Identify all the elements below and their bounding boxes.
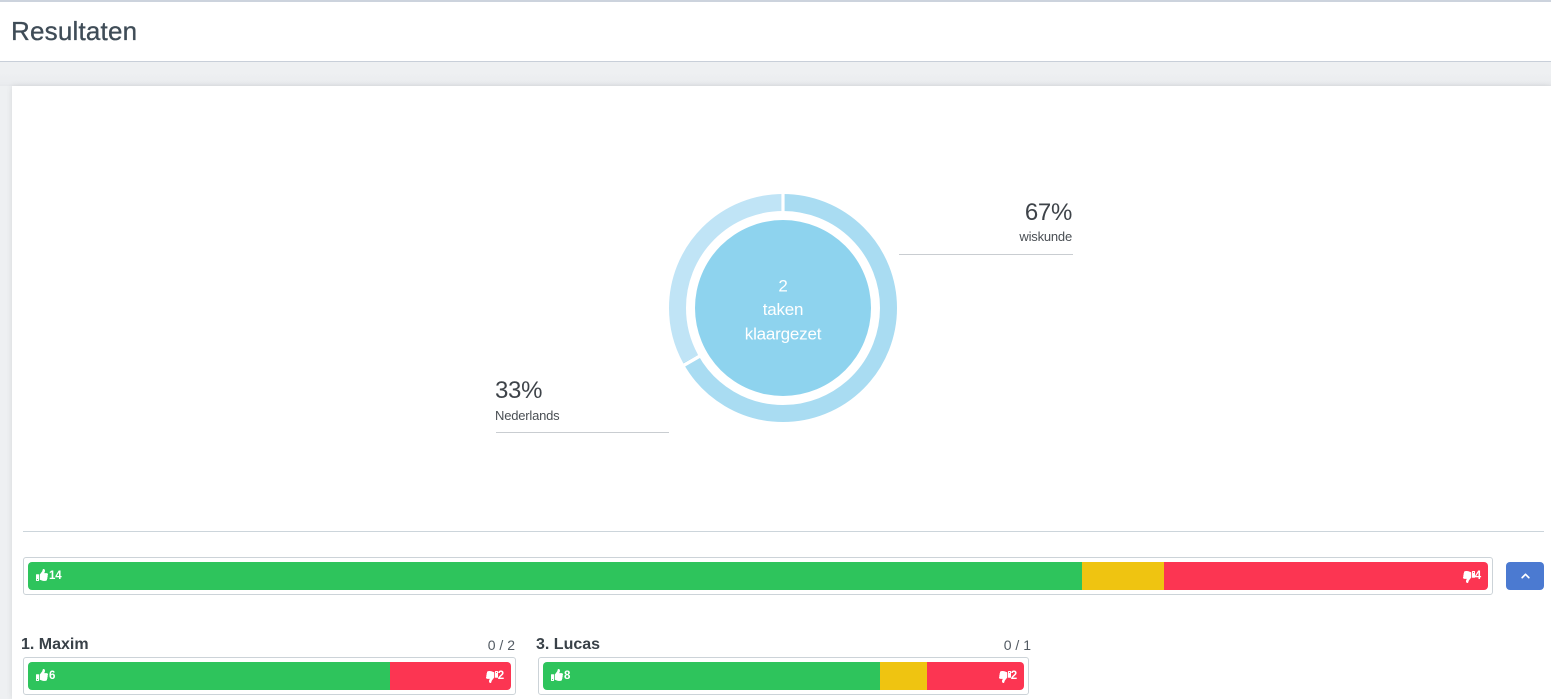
svg-text:2: 2 [778,277,787,296]
svg-text:taken: taken [763,300,804,319]
svg-text:klaargezet: klaargezet [745,325,822,344]
